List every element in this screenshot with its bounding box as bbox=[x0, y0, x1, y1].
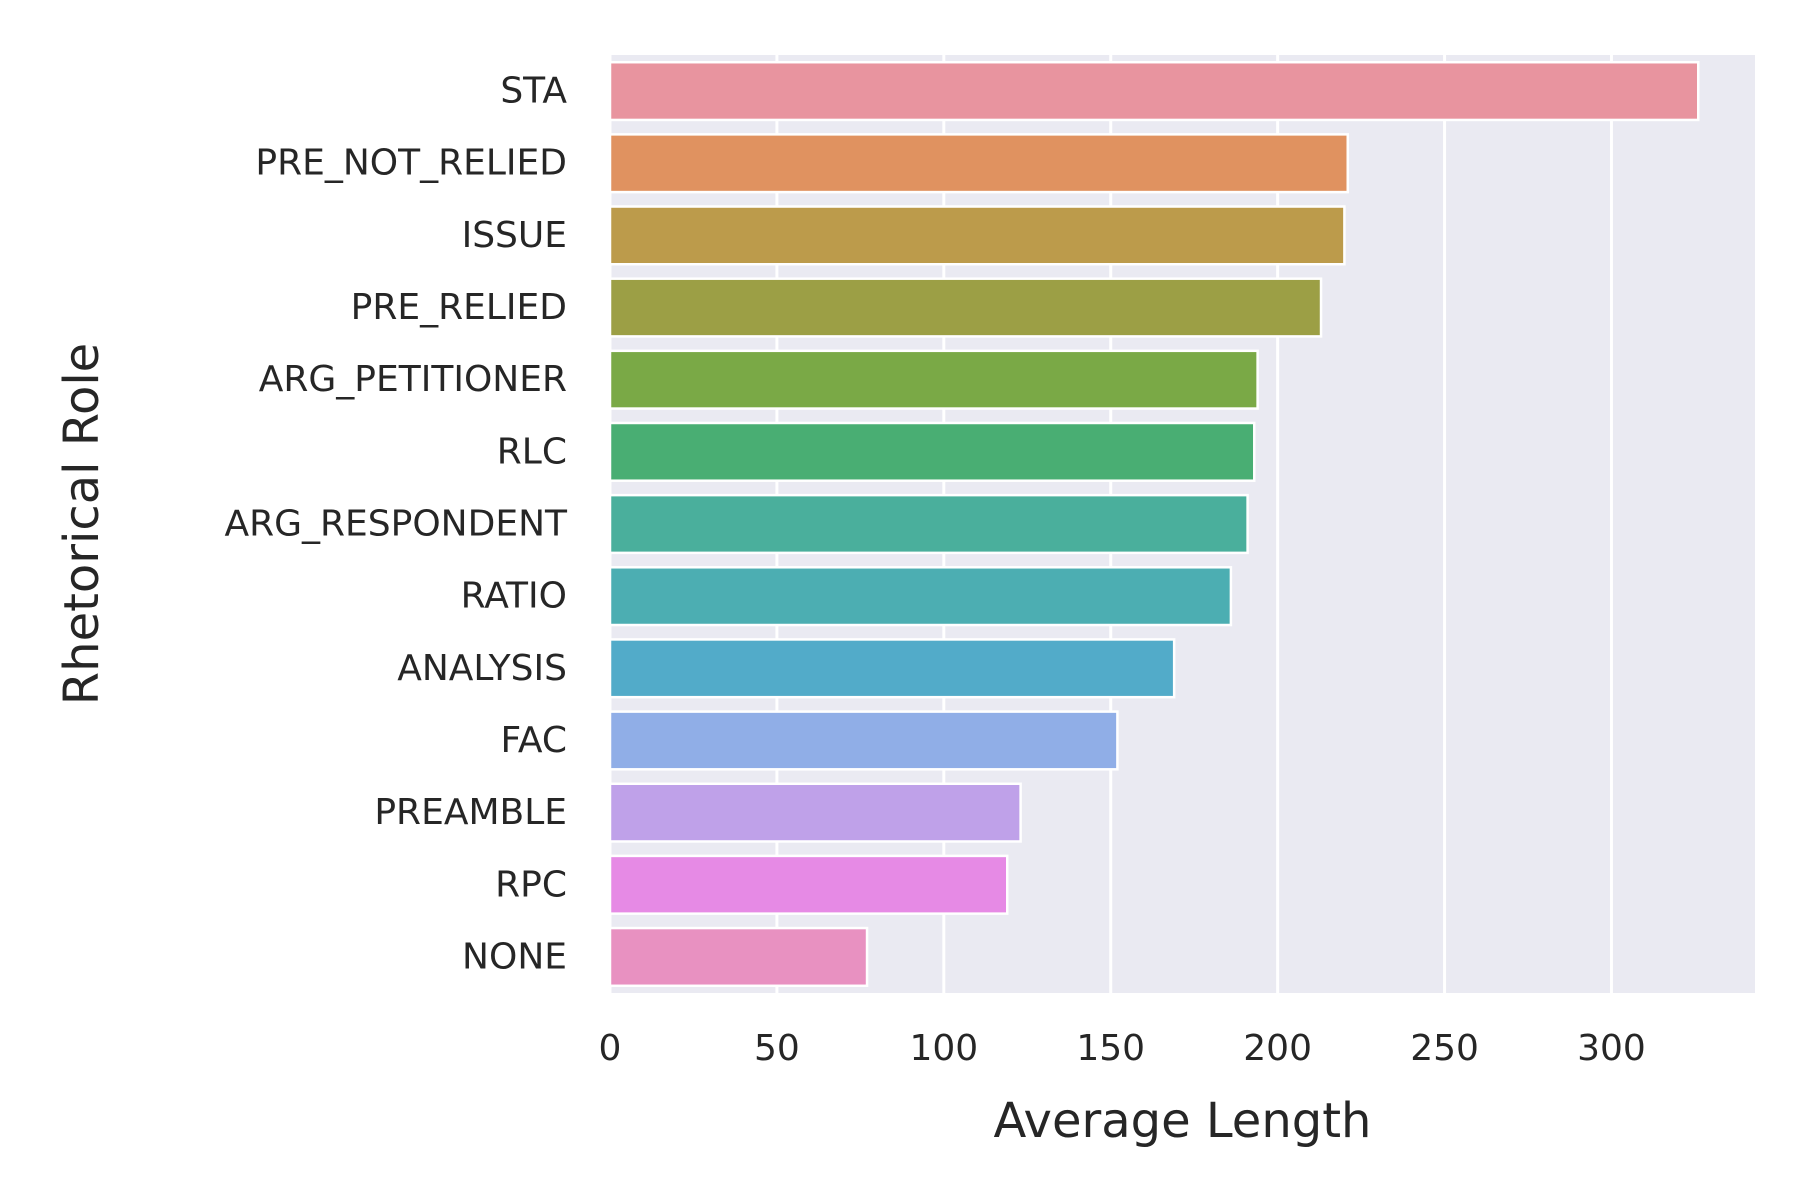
x-tick-label-4: 200 bbox=[1243, 1028, 1312, 1069]
y-category-label-pre-relied: PRE_RELIED bbox=[351, 287, 567, 328]
y-category-label-fac: FAC bbox=[500, 720, 567, 761]
bar-arg-respondent bbox=[608, 493, 1249, 555]
y-category-label-preamble: PREAMBLE bbox=[374, 792, 567, 833]
x-tick-label-2: 100 bbox=[909, 1028, 978, 1069]
bar-issue bbox=[608, 205, 1346, 266]
x-tick-label-1: 50 bbox=[754, 1028, 800, 1069]
y-category-label-issue: ISSUE bbox=[462, 215, 567, 256]
bars bbox=[608, 60, 1700, 988]
y-category-label-arg-petitioner: ARG_PETITIONER bbox=[259, 359, 567, 400]
y-category-label-sta: STA bbox=[500, 71, 567, 112]
y-category-label-pre-not-relied: PRE_NOT_RELIED bbox=[255, 143, 567, 184]
bar-rpc bbox=[608, 854, 1009, 915]
x-axis-title: Average Length bbox=[994, 1093, 1372, 1149]
bar-preamble bbox=[608, 782, 1022, 843]
x-tick-labels: 0 50 100 150 200 250 300 bbox=[599, 1028, 1646, 1069]
bar-arg-petitioner bbox=[608, 349, 1259, 410]
y-category-label-rlc: RLC bbox=[497, 431, 567, 472]
bar-analysis bbox=[608, 638, 1176, 699]
x-tick-label-0: 0 bbox=[599, 1028, 622, 1069]
y-axis-title: Rhetorical Role bbox=[54, 343, 110, 705]
bar-fac bbox=[608, 710, 1119, 771]
y-category-label-ratio: RATIO bbox=[461, 576, 567, 617]
bar-pre-relied bbox=[608, 277, 1323, 338]
bar-sta bbox=[608, 60, 1700, 122]
bar-ratio bbox=[608, 566, 1233, 627]
x-tick-label-3: 150 bbox=[1076, 1028, 1145, 1069]
bar-pre-not-relied bbox=[608, 133, 1349, 194]
y-category-label-rpc: RPC bbox=[495, 864, 567, 905]
bar-rlc bbox=[608, 421, 1256, 482]
x-tick-label-5: 250 bbox=[1410, 1028, 1479, 1069]
y-category-labels: STA PRE_NOT_RELIED ISSUE PRE_RELIED ARG_PETI… bbox=[224, 71, 568, 978]
bar-none bbox=[608, 926, 869, 988]
y-category-label-none: NONE bbox=[462, 936, 567, 977]
x-tick-label-6: 300 bbox=[1577, 1028, 1646, 1069]
y-category-label-analysis: ANALYSIS bbox=[397, 648, 567, 689]
y-category-label-arg-respondent: ARG_RESPONDENT bbox=[224, 504, 568, 545]
